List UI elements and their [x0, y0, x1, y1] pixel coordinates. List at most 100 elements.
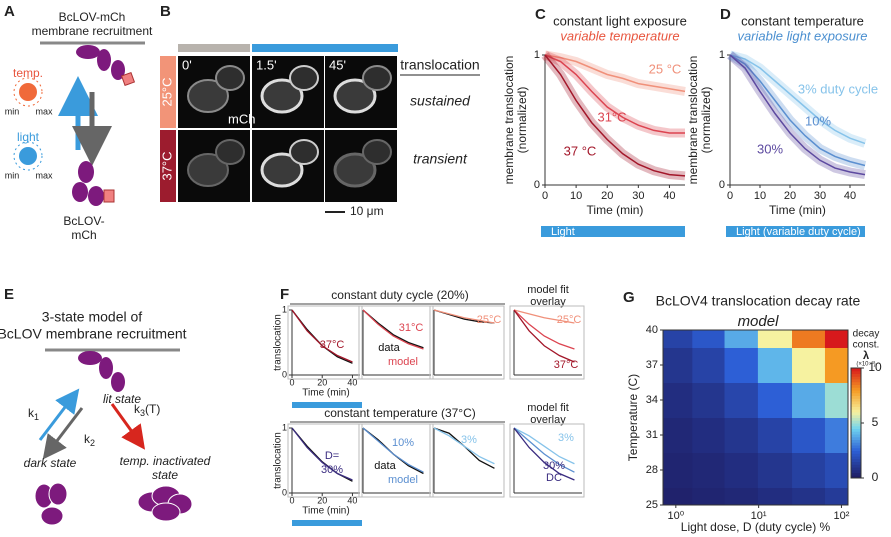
series-line — [291, 427, 353, 481]
y-tick-label: 0 — [719, 179, 725, 191]
x-tick-label: 40 — [347, 377, 357, 387]
rate-label: k2 — [84, 432, 95, 448]
heat-cell — [692, 347, 726, 383]
colorbar-tick-label: 0 — [872, 470, 879, 484]
series-label: 10% — [805, 113, 831, 128]
panel-letter: G — [623, 289, 635, 306]
colorbar-step — [851, 472, 861, 476]
colorbar-step — [851, 390, 861, 394]
light-icon — [19, 147, 37, 165]
range-label: max — [35, 106, 53, 116]
outcome: sustained — [410, 93, 471, 109]
y-tick-label: 1 — [282, 304, 287, 314]
colorbar-step — [851, 417, 861, 421]
series-line — [513, 427, 575, 481]
heat-cell — [824, 382, 849, 418]
scale-label: 10 μm — [350, 204, 384, 218]
colorbar-step — [851, 398, 861, 402]
series-line — [513, 309, 575, 324]
x-tick-label: 30 — [814, 190, 826, 202]
x-tick-label: 0 — [289, 495, 294, 505]
heat-cell — [724, 487, 759, 506]
x-tick-label: 40 — [844, 190, 856, 202]
chart-subtitle: variable light exposure — [737, 28, 867, 43]
state-label: lit state — [103, 392, 141, 406]
overlay-title: overlay — [530, 296, 566, 308]
y-tick-label: 1 — [534, 49, 540, 61]
series-line — [513, 427, 575, 473]
x-tick-label: 20 — [601, 190, 613, 202]
column-header: translocation — [400, 57, 479, 73]
colorbar-step — [851, 428, 861, 432]
heat-cell — [824, 487, 849, 506]
heat-cell — [824, 330, 849, 348]
micrographs: 25°C 0' 1.5' 45' 37°C mCh — [159, 56, 397, 202]
heat-cell — [824, 452, 849, 488]
y-axis-label: membrane translocation — [686, 56, 700, 185]
state-label: state — [152, 468, 178, 482]
heat-cell — [724, 452, 759, 488]
colorbar-step — [851, 401, 861, 405]
x-axis-label: Time (min) — [769, 203, 826, 217]
colorbar-step — [851, 442, 861, 446]
state-label: temp. inactivated — [120, 454, 211, 468]
light-label: light — [17, 130, 40, 144]
arrow — [110, 403, 146, 450]
x-tick-label: 0 — [727, 190, 733, 202]
heat-cell — [663, 330, 693, 348]
x-axis-label: Time (min) — [587, 203, 644, 217]
heat-cell — [757, 347, 793, 383]
row-label: 25°C — [159, 77, 174, 106]
x-axis-label: Time (min) — [302, 388, 349, 399]
heat-cell — [792, 382, 826, 418]
heat-cell — [792, 417, 826, 453]
series-line — [729, 54, 866, 176]
colorbar-step — [851, 450, 861, 454]
colorbar-step — [851, 368, 861, 372]
y-axis-label: Temperature (C) — [626, 374, 640, 461]
y-tick-label: 0 — [534, 179, 540, 191]
x-tick-label: 40 — [347, 495, 357, 505]
light-icon — [13, 141, 43, 171]
x-axis-label: Time (min) — [302, 506, 349, 517]
chart-subtitle: model — [738, 313, 780, 330]
heat-cell — [692, 417, 726, 453]
colorbar-step — [851, 467, 861, 471]
series-line — [291, 309, 353, 363]
y-axis-label: translocation — [273, 432, 284, 489]
light-bar — [541, 226, 685, 237]
time-label: 0' — [182, 57, 192, 72]
dark-bar — [178, 44, 250, 52]
heat-cell — [692, 382, 726, 418]
rate-sub: 3 — [140, 408, 145, 418]
protein-label: mCh — [71, 228, 96, 242]
cell — [187, 79, 229, 113]
row-label: 37°C — [159, 151, 174, 180]
temp-icon — [19, 83, 37, 101]
y-tick-label: 34 — [646, 394, 658, 406]
curve-label: model — [388, 474, 418, 486]
x-tick-label: 10 — [570, 190, 582, 202]
protein-label: BcLOV- — [63, 214, 104, 228]
x-tick-label: 0 — [289, 377, 294, 387]
colorbar-step — [851, 445, 861, 449]
overlay-title: model fit — [527, 402, 569, 414]
panel-letter: A — [4, 3, 15, 20]
colorbar-step — [851, 409, 861, 413]
title: BcLOV membrane recruitment — [0, 326, 187, 342]
panel-a: A BcLOV-mCh membrane recruitment temp. m… — [4, 3, 153, 242]
y-tick-label: 37 — [646, 359, 658, 371]
curve-label: D= — [325, 450, 339, 462]
panel-frame — [429, 305, 505, 380]
heat-cell — [757, 487, 793, 506]
y-tick-label: 25 — [646, 499, 658, 511]
cell — [333, 152, 377, 188]
range-label: min — [5, 106, 20, 116]
heat-cell — [663, 382, 693, 418]
panel-frame — [287, 305, 363, 380]
colorbar-step — [851, 456, 861, 460]
heat-cell — [757, 417, 793, 453]
x-tick-label: 0 — [542, 190, 548, 202]
panel-letter: B — [160, 3, 171, 20]
heat-cell — [792, 347, 826, 383]
